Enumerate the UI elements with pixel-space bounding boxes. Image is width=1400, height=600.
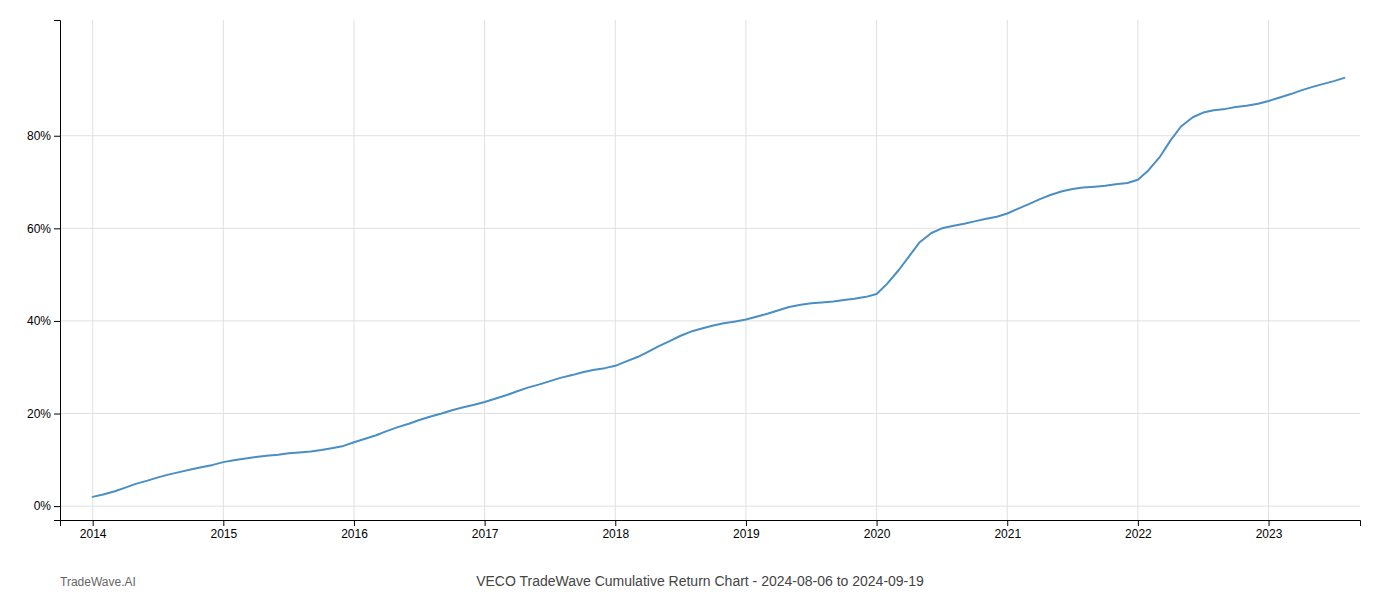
grid-line-y: [60, 135, 1360, 136]
x-tick: 2019: [733, 520, 760, 541]
y-tick-label: 80%: [27, 129, 51, 143]
grid-line-y: [60, 320, 1360, 321]
y-tick: 20%: [27, 407, 60, 421]
x-tick-label: 2018: [602, 527, 629, 541]
y-tick: 40%: [27, 314, 60, 328]
grid-line-y: [60, 506, 1360, 507]
chart: 2014 2015 2016 2017 2018 2019 2020 2021 2022 2023…: [0, 0, 1400, 600]
annotation: TradeWave.AI: [60, 575, 136, 589]
title: VECO TradeWave Cumulative Return Chart -…: [476, 573, 924, 589]
x-tick: 2020: [864, 520, 891, 541]
grid-line-x: [484, 20, 485, 520]
y-tick-label: 40%: [27, 314, 51, 328]
x-tick: 2015: [210, 520, 237, 541]
grid-line-x: [1137, 20, 1138, 520]
x-tick: 2022: [1125, 520, 1152, 541]
grid-line-x: [353, 20, 354, 520]
x-tick-label: 2022: [1125, 527, 1152, 541]
x-tick: 2017: [472, 520, 499, 541]
x-tick-label: 2015: [210, 527, 237, 541]
plot-area: [93, 78, 1345, 497]
y-axis: 0% 20% 40% 60% 80%: [27, 21, 61, 521]
grid: [60, 20, 1360, 520]
x-tick-label: 2014: [80, 527, 107, 541]
y-tick: 60%: [27, 222, 60, 236]
y-tick-mark: [54, 506, 60, 507]
y-tick-label: 20%: [27, 407, 51, 421]
y-tick: 0%: [34, 499, 60, 513]
x-tick-mark: [615, 520, 616, 526]
y-tick-mark: [54, 136, 60, 137]
line: [93, 78, 1345, 497]
x-tick-mark: [877, 520, 878, 526]
x-tick-mark: [746, 520, 747, 526]
x-tick-mark: [93, 520, 94, 526]
x-tick: 2018: [602, 520, 629, 541]
grid-line-x: [92, 20, 93, 520]
grid-line-x: [1268, 20, 1269, 520]
y-tick-mark: [54, 414, 60, 415]
grid-line-y: [60, 228, 1360, 229]
y-tick-label: 60%: [27, 222, 51, 236]
grid-line-x: [615, 20, 616, 520]
x-tick-label: 2019: [733, 527, 760, 541]
y-axis-line: [54, 21, 61, 521]
x-tick-label: 2016: [341, 527, 368, 541]
x-tick-label: 2020: [864, 527, 891, 541]
x-tick-label: 2017: [472, 527, 499, 541]
x-tick-label: 2023: [1256, 527, 1283, 541]
grid-line-x: [745, 20, 746, 520]
x-tick-mark: [485, 520, 486, 526]
grid-line-x: [223, 20, 224, 520]
x-axis-line: [61, 521, 1361, 527]
y-tick: 80%: [27, 129, 60, 143]
x-tick: 2016: [341, 520, 368, 541]
x-tick-mark: [1007, 520, 1008, 526]
grid-line-x: [1007, 20, 1008, 520]
x-tick-mark: [354, 520, 355, 526]
x-tick-mark: [223, 520, 224, 526]
y-tick-mark: [54, 228, 60, 229]
y-tick-label: 0%: [34, 499, 52, 513]
x-axis: 2014 2015 2016 2017 2018 2019 2020 2021 2022 2023: [61, 520, 1361, 541]
grid-line-x: [876, 20, 877, 520]
y-tick-mark: [54, 321, 60, 322]
x-tick: 2023: [1256, 520, 1283, 541]
grid-line-y: [60, 413, 1360, 414]
x-tick: 2021: [994, 520, 1021, 541]
x-tick: 2014: [80, 520, 107, 541]
x-tick-mark: [1138, 520, 1139, 526]
x-tick-mark: [1269, 520, 1270, 526]
x-tick-label: 2021: [994, 527, 1021, 541]
